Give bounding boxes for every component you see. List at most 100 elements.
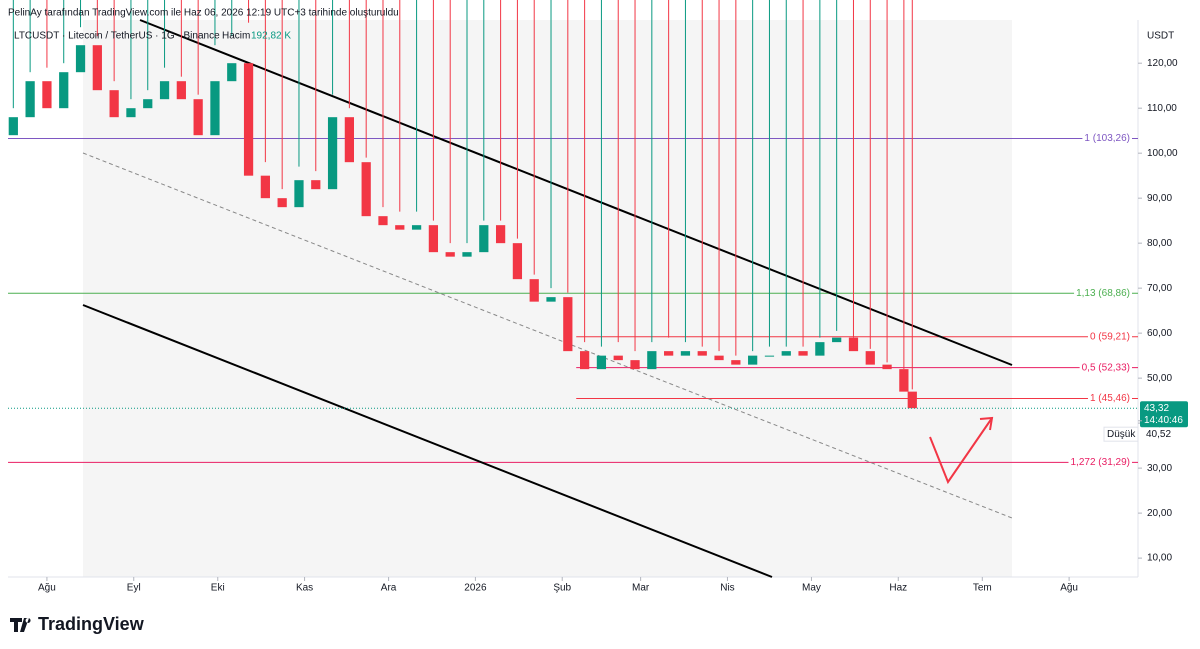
candle-body bbox=[395, 225, 405, 230]
x-tick-label: Ağu bbox=[1060, 583, 1078, 594]
candle-body bbox=[680, 351, 691, 356]
candle-body bbox=[243, 63, 254, 176]
channel-lower bbox=[82, 304, 773, 578]
x-tick-label: Eki bbox=[211, 583, 225, 594]
x-tick-label: Nis bbox=[720, 583, 734, 594]
level-label-bg bbox=[1087, 330, 1132, 344]
candle-body bbox=[75, 45, 86, 73]
candle-body bbox=[613, 355, 623, 361]
candle-body bbox=[630, 360, 640, 370]
x-tick-label: Mar bbox=[632, 583, 650, 594]
candle-body bbox=[378, 216, 388, 226]
channel-mid bbox=[82, 152, 1013, 519]
y-axis-label: USDT bbox=[1147, 31, 1174, 42]
candle-body bbox=[210, 81, 220, 136]
levels: 1 (103,26) 1,13 (68,86) 0 (59,21) 0,5 (52,3… bbox=[8, 132, 1138, 469]
candle-body bbox=[512, 243, 523, 280]
candle-body bbox=[311, 180, 321, 190]
volume-label: Hacim bbox=[222, 31, 250, 42]
candle-body bbox=[664, 351, 674, 356]
candle-body bbox=[798, 351, 808, 356]
countdown: 14:40:46 bbox=[1144, 415, 1183, 426]
candle-body bbox=[277, 198, 287, 208]
y-tick-label: 80,00 bbox=[1147, 238, 1172, 249]
candle-body bbox=[563, 297, 573, 352]
candle-body bbox=[126, 108, 136, 118]
candle-body bbox=[462, 252, 472, 257]
x-tick-label: Şub bbox=[553, 583, 571, 594]
x-tick-label: Eyl bbox=[127, 583, 141, 594]
candle-body bbox=[361, 162, 371, 217]
candle-body bbox=[445, 252, 455, 257]
level-label: 1,13 (68,86) bbox=[1076, 288, 1130, 299]
candle-body bbox=[25, 81, 35, 118]
y-tick-label: 120,00 bbox=[1147, 58, 1178, 69]
candle-body bbox=[907, 391, 917, 409]
candle-body bbox=[193, 99, 203, 136]
candle-body bbox=[546, 297, 556, 302]
level-label-bg bbox=[1074, 286, 1132, 300]
y-tick-label: 100,00 bbox=[1147, 148, 1178, 159]
y-tick-label: 110,00 bbox=[1147, 103, 1177, 114]
x-tick-label: Ara bbox=[381, 583, 397, 594]
attribution: PelinAy tarafından TradingView.com ile H… bbox=[8, 8, 399, 19]
candle-body bbox=[832, 337, 842, 343]
low-badge bbox=[1103, 426, 1139, 442]
candles bbox=[8, 0, 917, 409]
level-label: 1,272 (31,29) bbox=[1071, 457, 1131, 468]
candle-body bbox=[8, 117, 18, 136]
candle-body bbox=[479, 225, 489, 253]
candle-body bbox=[344, 117, 355, 163]
level-label-bg bbox=[1068, 455, 1132, 469]
x-tick-label: Kas bbox=[296, 583, 313, 594]
logo-mark bbox=[10, 618, 31, 632]
arrow-head bbox=[979, 416, 994, 431]
candle-body bbox=[748, 355, 758, 365]
candle-body bbox=[294, 180, 304, 208]
candle-body bbox=[647, 351, 657, 370]
y-tick-label: 30,00 bbox=[1147, 463, 1172, 474]
candle-body bbox=[109, 90, 119, 118]
candle-body bbox=[227, 63, 237, 82]
candle-body bbox=[697, 351, 707, 356]
candle-body bbox=[92, 45, 102, 91]
level-label: 0,5 (52,33) bbox=[1082, 362, 1130, 373]
symbol: LTCUSDT · Litecoin / TetherUS · 1G · Bin… bbox=[14, 31, 220, 42]
candle-body bbox=[580, 351, 590, 370]
candle-body bbox=[327, 117, 338, 190]
candle-body bbox=[848, 337, 859, 352]
last-price-label: 43,32 bbox=[1144, 403, 1169, 414]
low-label: 40,52 bbox=[1146, 429, 1171, 440]
y-tick-label: 70,00 bbox=[1147, 283, 1172, 294]
level-label: 1 (103,26) bbox=[1084, 133, 1130, 144]
candle-body bbox=[731, 360, 741, 365]
candle-body bbox=[428, 225, 439, 253]
logo: TradingView bbox=[10, 614, 145, 634]
y-tick-label: 10,00 bbox=[1147, 553, 1172, 564]
level-label-bg bbox=[1082, 132, 1132, 146]
y-tick-label: 50,00 bbox=[1147, 373, 1172, 384]
level-label-bg bbox=[1079, 361, 1132, 375]
candle-body bbox=[176, 81, 186, 100]
candle-body bbox=[143, 99, 153, 109]
volume: 192,82 K bbox=[251, 31, 291, 42]
candle-body bbox=[42, 81, 52, 109]
logo-text: TradingView bbox=[38, 614, 145, 634]
candle-body bbox=[899, 369, 909, 392]
level-label: 0 (59,21) bbox=[1090, 331, 1130, 342]
x-tick-label: Ağu bbox=[38, 583, 56, 594]
last-price-badge bbox=[1140, 401, 1188, 428]
level-label: 1 (45,46) bbox=[1090, 393, 1130, 404]
candle-body bbox=[781, 351, 791, 356]
candle-body bbox=[865, 351, 875, 365]
y-tick-label: 20,00 bbox=[1147, 508, 1172, 519]
candle-body bbox=[815, 342, 825, 356]
y-tick-label: 90,00 bbox=[1147, 193, 1172, 204]
candle-body bbox=[529, 279, 539, 302]
candle-body bbox=[714, 355, 724, 361]
candle-body bbox=[260, 175, 270, 199]
channel-upper bbox=[139, 19, 1013, 366]
candle-body bbox=[596, 355, 607, 370]
